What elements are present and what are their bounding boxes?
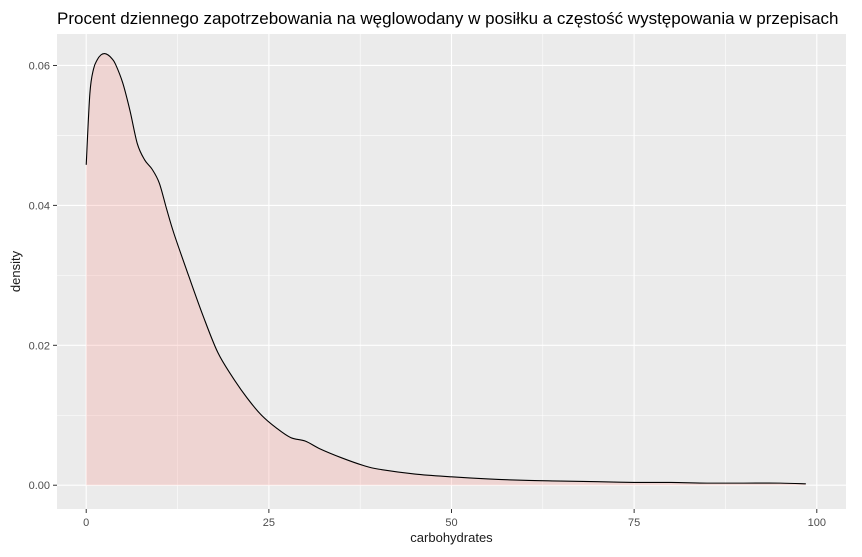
y-tick-label: 0.04	[29, 200, 50, 212]
density-line	[85, 53, 806, 485]
y-axis-ticks: 0.00 0.02 0.04 0.06	[29, 60, 57, 492]
y-tick-label: 0.00	[29, 480, 50, 492]
y-axis-title: density	[8, 250, 23, 292]
major-gridlines	[57, 34, 846, 509]
x-tick-label: 100	[808, 517, 826, 529]
x-axis-ticks: 0 25 50 75 100	[83, 509, 826, 529]
x-tick-label: 0	[83, 517, 89, 529]
x-tick-label: 75	[628, 517, 640, 529]
density-area	[86, 53, 806, 486]
chart-title: Procent dziennego zapotrzebowania na węg…	[57, 9, 839, 28]
y-tick-label: 0.02	[29, 340, 50, 352]
x-axis-title: carbohydrates	[410, 530, 493, 545]
x-tick-label: 50	[445, 517, 457, 529]
y-tick-label: 0.06	[29, 60, 50, 72]
x-tick-label: 25	[263, 517, 275, 529]
